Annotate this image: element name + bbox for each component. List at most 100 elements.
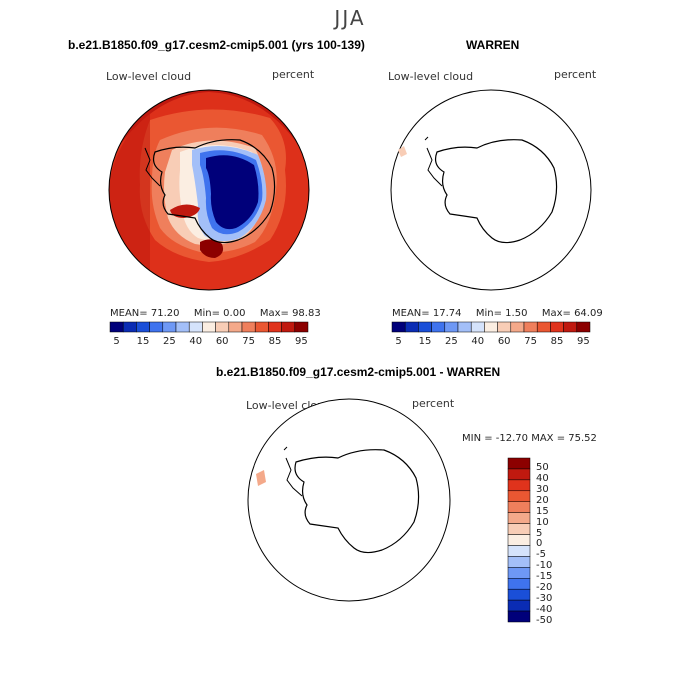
panel2-colorbar-swatch bbox=[510, 321, 525, 333]
panel1-colorbar-swatch bbox=[162, 321, 177, 333]
panel3-colorbar-swatch bbox=[507, 588, 531, 601]
panel3-colorbar-swatch bbox=[507, 534, 531, 546]
panel3-colorbar-tick-label: 30 bbox=[536, 483, 549, 495]
panel1-variable: Low-level cloud bbox=[106, 70, 192, 83]
panel1-colorbar-tick-label: 25 bbox=[163, 336, 176, 347]
panel3-colorbar-swatch bbox=[507, 468, 531, 481]
panel1-colorbar-swatch bbox=[254, 321, 269, 333]
panel1-colorbar-tick-label: 5 bbox=[113, 336, 120, 347]
panel1-colorbar-swatch bbox=[149, 321, 164, 333]
panel3-colorbar-tick-label: 5 bbox=[536, 527, 543, 539]
panel2-min-label: Min= bbox=[475, 308, 502, 319]
panel1-colorbar-swatch bbox=[202, 321, 216, 333]
panel1-max-label: Max= bbox=[259, 308, 289, 319]
panel1-units: percent bbox=[272, 68, 315, 81]
panel2-variable: Low-level cloud bbox=[388, 70, 474, 83]
panel1-mean-label: MEAN= bbox=[110, 308, 148, 319]
panel1-colorbar-swatch bbox=[281, 321, 296, 333]
panel3-colorbar-tick-label: -10 bbox=[536, 560, 553, 572]
panel1-colorbar-swatch bbox=[136, 321, 150, 333]
panel1-title: b.e21.B1850.f09_g17.cesm2-cmip5.001 (yrs… bbox=[68, 38, 365, 52]
panel3-map-border bbox=[247, 398, 451, 602]
panel2-colorbar-swatch bbox=[576, 321, 591, 333]
panel1-colorbar-tick-label: 60 bbox=[215, 336, 229, 347]
panel2-colorbar-tick-label: 60 bbox=[497, 336, 511, 347]
panel3-island-coastline bbox=[283, 446, 288, 451]
panel3-colorbar-tick-label: 50 bbox=[536, 461, 549, 473]
panel3-colorbar-swatch bbox=[507, 490, 531, 502]
panel2-map-border bbox=[390, 89, 592, 291]
panel2-colorbar-swatch bbox=[444, 321, 459, 333]
panel2-colorbar-swatch bbox=[536, 321, 551, 333]
panel2-colorbar-tick-label: 75 bbox=[524, 336, 537, 347]
panel3-colorbar-tick-label: -50 bbox=[536, 615, 553, 626]
panel3-colorbar-swatch bbox=[507, 599, 531, 612]
panel1-min: 0.00 bbox=[223, 308, 246, 319]
panel1-min-label: Min= bbox=[193, 308, 220, 319]
panel2-antarctica-coastline bbox=[434, 139, 558, 244]
panel3-colorbar-swatch bbox=[507, 556, 531, 568]
panel3-colorbar-tick-label: -30 bbox=[536, 593, 553, 605]
panel3-colorbar-swatch bbox=[507, 479, 531, 492]
panel3-antarctica-coastline bbox=[294, 449, 420, 554]
panel2-colorbar-swatch bbox=[391, 321, 406, 333]
panel1-map-border bbox=[108, 89, 310, 291]
panel2-colorbar bbox=[391, 321, 591, 333]
panel2-colorbar-tick-label: 15 bbox=[418, 336, 432, 347]
panel2-max-label: Max= bbox=[541, 308, 571, 319]
panel1-colorbar-tick-label: 95 bbox=[295, 336, 308, 347]
panel1-peninsula-coastline bbox=[144, 147, 161, 187]
panel1-colorbar-swatch bbox=[228, 321, 243, 333]
panel3-colorbar-swatch bbox=[507, 457, 531, 470]
panel3-colorbar-tick-label: -5 bbox=[536, 549, 546, 561]
panel2-colorbar-swatch bbox=[497, 321, 512, 333]
panel2-mean-label: MEAN= bbox=[392, 308, 430, 319]
panel2-colorbar-tick-label: 40 bbox=[471, 336, 485, 347]
panel3-title: b.e21.B1850.f09_g17.cesm2-cmip5.001 - WA… bbox=[216, 365, 501, 379]
panel2-colorbar-swatch bbox=[563, 321, 578, 333]
panel2-colorbar-swatch bbox=[470, 321, 485, 333]
panel1-colorbar-swatch bbox=[215, 321, 230, 333]
panel3-colorbar bbox=[507, 457, 531, 623]
panel2-colorbar-tick-label: 25 bbox=[445, 336, 458, 347]
panel3-peninsula-coastline bbox=[285, 457, 303, 497]
panel1-colorbar-swatch bbox=[175, 321, 190, 333]
panel2-shaded-region bbox=[398, 146, 407, 157]
panel2-colorbar-swatch bbox=[523, 321, 538, 333]
panel1-colorbar-swatch bbox=[241, 321, 256, 333]
panel2-max: 64.09 bbox=[574, 308, 603, 319]
panel1-antarctica-coastline bbox=[152, 139, 276, 244]
panel1-max: 98.83 bbox=[292, 308, 321, 319]
panel1-colorbar-tick-label: 15 bbox=[136, 336, 150, 347]
panel3-colorbar-tick-label: -15 bbox=[536, 571, 553, 583]
panel3-colorbar-swatch bbox=[507, 512, 531, 524]
panel1-mean: 71.20 bbox=[150, 308, 180, 319]
panel2-colorbar-tick-label: 95 bbox=[577, 336, 590, 347]
panel1-stats: MEAN= 71.20 Min= 0.00 Max= 98.83 bbox=[110, 308, 321, 319]
panel1-colorbar-tick-label: 85 bbox=[268, 336, 282, 347]
panel2-mean: 17.74 bbox=[432, 308, 462, 319]
panel1-colorbar-swatch bbox=[188, 321, 203, 333]
panel2-colorbar-tick-label: 5 bbox=[395, 336, 402, 347]
panel2-title: WARREN bbox=[466, 38, 520, 52]
panel2-colorbar-swatch bbox=[457, 321, 472, 333]
panel3-colorbar-tick-label: 0 bbox=[536, 538, 543, 550]
panel3-shaded-region bbox=[256, 470, 266, 486]
panel2-colorbar-swatch bbox=[484, 321, 498, 333]
panel2-peninsula-coastline bbox=[426, 147, 443, 187]
panel2-units: percent bbox=[554, 68, 597, 81]
panel3-colorbar-swatch bbox=[507, 501, 531, 513]
season-title: JJA bbox=[334, 6, 366, 30]
panel3-minmax: MIN = -12.70 MAX = 75.52 bbox=[462, 433, 597, 444]
panel2-island-coastline bbox=[424, 136, 429, 141]
panel2-colorbar-swatch bbox=[550, 321, 564, 333]
panel3-colorbar-swatch bbox=[507, 567, 531, 579]
panel1-colorbar-tick-label: 75 bbox=[242, 336, 255, 347]
panel1-colorbar-tick-label: 40 bbox=[189, 336, 203, 347]
panel1-colorbar-swatch bbox=[294, 321, 309, 333]
panel3-colorbar-tick-label: 10 bbox=[536, 516, 549, 528]
panel2-colorbar-tick-label: 85 bbox=[550, 336, 564, 347]
panel2-colorbar-swatch bbox=[431, 321, 446, 333]
panel3-colorbar-tick-label: 20 bbox=[536, 494, 549, 506]
